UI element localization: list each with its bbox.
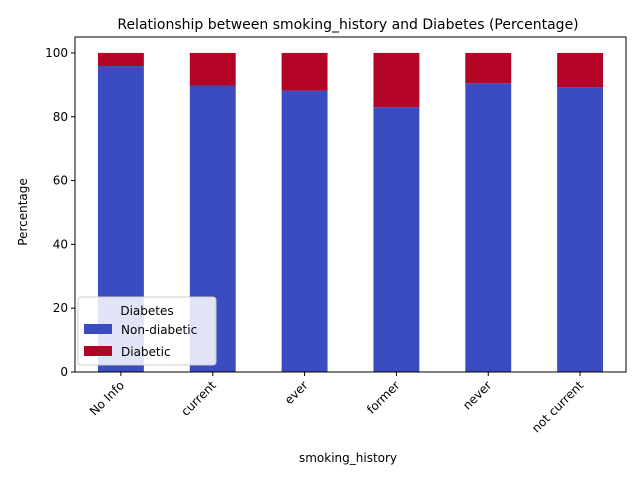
- x-tick-label: never: [460, 378, 494, 412]
- x-tick-label: No Info: [87, 378, 127, 418]
- x-tick-label: not current: [529, 378, 586, 435]
- legend-label-non-diabetic: Non-diabetic: [121, 323, 197, 337]
- bar-diabetic-1: [189, 52, 236, 86]
- chart-title: Relationship between smoking_history and…: [117, 17, 578, 33]
- y-tick-label: 40: [53, 237, 68, 251]
- x-tick-label: current: [178, 378, 219, 419]
- y-axis: 0 20 40 60 80 100: [45, 46, 75, 379]
- bars-group: [97, 52, 604, 373]
- legend-label-diabetic: Diabetic: [121, 345, 171, 359]
- y-axis-label: Percentage: [16, 178, 30, 246]
- x-axis-label: smoking_history: [299, 451, 397, 465]
- y-tick-label: 100: [45, 46, 68, 60]
- bar-non-diabetic-2: [281, 90, 328, 372]
- y-tick-label: 0: [60, 365, 68, 379]
- y-tick-label: 80: [53, 110, 68, 124]
- x-axis: No Info current ever former never not current: [87, 372, 586, 435]
- bar-non-diabetic-4: [465, 83, 512, 372]
- bar-non-diabetic-3: [373, 107, 420, 372]
- legend-box: [77, 296, 217, 366]
- bar-diabetic-4: [465, 52, 512, 84]
- bar-diabetic-0: [97, 52, 144, 67]
- legend-title: Diabetes: [120, 304, 173, 318]
- bar-diabetic-3: [373, 52, 420, 108]
- bar-diabetic-5: [557, 52, 604, 88]
- y-tick-label: 60: [53, 174, 68, 188]
- bar-non-diabetic-5: [557, 87, 604, 372]
- legend-swatch-non-diabetic: [84, 324, 112, 334]
- y-tick-label: 20: [53, 301, 68, 315]
- x-tick-label: ever: [282, 378, 311, 407]
- legend-swatch-diabetic: [84, 346, 112, 356]
- bar-diabetic-2: [281, 52, 328, 91]
- x-tick-label: former: [364, 378, 402, 416]
- legend: Diabetes Non-diabetic Diabetic: [77, 296, 217, 366]
- plot-frame: [74, 36, 627, 373]
